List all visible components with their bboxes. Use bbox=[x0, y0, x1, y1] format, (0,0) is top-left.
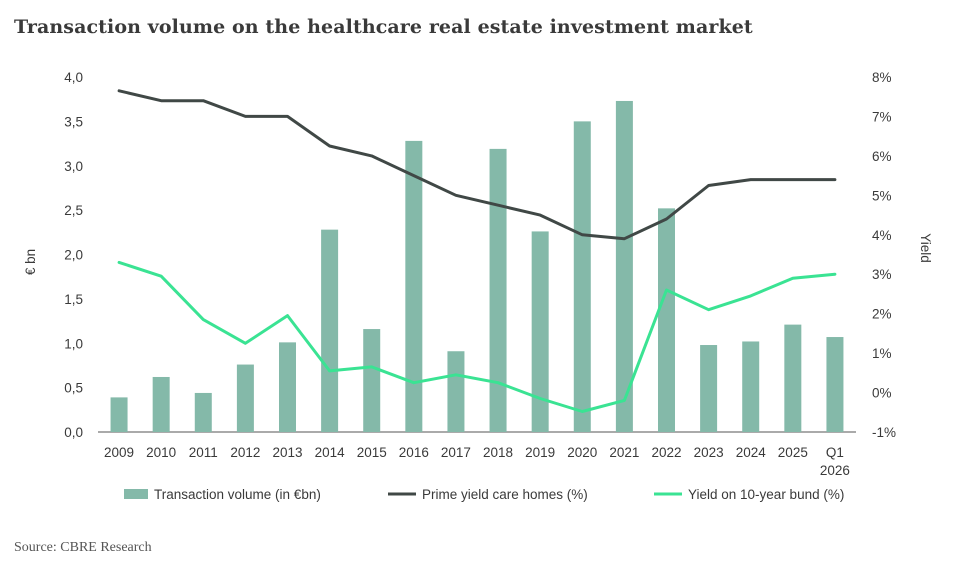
line-series bbox=[117, 89, 837, 413]
x-tick-label: 2024 bbox=[736, 445, 767, 460]
legend-label: Yield on 10-year bund (%) bbox=[688, 487, 844, 502]
left-tick-label: 0,5 bbox=[64, 381, 83, 396]
bar-Q1-2026 bbox=[826, 337, 844, 432]
x-tick-label: 2014 bbox=[315, 445, 346, 460]
bar-2018 bbox=[489, 148, 507, 432]
right-tick-label: 0% bbox=[872, 386, 892, 401]
left-tick-label: 0,0 bbox=[64, 425, 83, 440]
prime-yield-line bbox=[117, 89, 837, 241]
x-tick-label: 2019 bbox=[525, 445, 555, 460]
source-note: Source: CBRE Research bbox=[14, 540, 152, 555]
right-tick-label: 4% bbox=[872, 228, 892, 243]
left-tick-label: 3,5 bbox=[64, 114, 83, 129]
x-tick-label: 2011 bbox=[189, 445, 218, 460]
right-tick-label: 7% bbox=[872, 109, 892, 124]
bar-2015 bbox=[363, 329, 381, 432]
x-tick-label: 2023 bbox=[694, 445, 724, 460]
x-axis-ticks: 2009 2010 2011 2012 2013 2014 2015 2016 2017 2018… bbox=[104, 445, 850, 478]
legend: Transaction volume (in €bn) Prime yield c… bbox=[124, 487, 844, 502]
right-tick-label: 2% bbox=[872, 307, 892, 322]
x-tick-label: 2025 bbox=[778, 445, 808, 460]
bar-2011 bbox=[194, 392, 212, 432]
x-tick-label: 2021 bbox=[609, 445, 639, 460]
chart-title: Transaction volume on the healthcare rea… bbox=[14, 16, 753, 38]
left-tick-label: 2,5 bbox=[64, 203, 83, 218]
left-tick-label: 3,0 bbox=[64, 159, 83, 174]
left-tick-label: 1,5 bbox=[64, 292, 83, 307]
x-tick-label: 2016 bbox=[399, 445, 429, 460]
bar-2025 bbox=[784, 324, 802, 432]
bar-series bbox=[110, 100, 844, 433]
x-tick-label: 2017 bbox=[441, 445, 471, 460]
right-tick-label: 5% bbox=[872, 188, 892, 203]
x-tick-label: 2020 bbox=[567, 445, 597, 460]
bar-2010 bbox=[152, 376, 170, 432]
x-tick-label: 2013 bbox=[272, 445, 302, 460]
bar-2019 bbox=[531, 231, 549, 432]
left-axis-ticks: 0,0 0,5 1,0 1,5 2,0 2,5 3,0 3,5 4,0 bbox=[64, 70, 83, 440]
bar-2024 bbox=[742, 341, 760, 432]
bar-2014 bbox=[321, 229, 339, 432]
legend-label: Transaction volume (in €bn) bbox=[154, 487, 321, 502]
bar-2016 bbox=[405, 140, 423, 432]
legend-swatch-transaction-volume bbox=[124, 489, 148, 499]
right-tick-label: 6% bbox=[872, 149, 892, 164]
x-tick-label: 2015 bbox=[357, 445, 387, 460]
right-axis-ticks: -1% 0% 1% 2% 3% 4% 5% 6% 7% 8% bbox=[872, 70, 896, 440]
bar-2013 bbox=[279, 342, 296, 432]
y-axis-label-left: € bn bbox=[23, 249, 38, 275]
y-axis-label-right: Yield bbox=[918, 233, 933, 263]
left-tick-label: 2,0 bbox=[64, 248, 83, 263]
bar-2023 bbox=[700, 345, 718, 432]
x-tick-label: 2010 bbox=[146, 445, 176, 460]
bar-2009 bbox=[110, 397, 128, 432]
x-tick-label: 2026 bbox=[820, 463, 850, 478]
bar-2022 bbox=[658, 208, 675, 432]
bund-yield-line bbox=[117, 260, 837, 413]
legend-label: Prime yield care homes (%) bbox=[422, 487, 588, 502]
bar-2012 bbox=[236, 364, 254, 432]
right-tick-label: 3% bbox=[872, 267, 892, 282]
right-tick-label: 8% bbox=[872, 70, 892, 85]
left-tick-label: 4,0 bbox=[64, 70, 83, 85]
right-tick-label: -1% bbox=[872, 425, 896, 440]
bar-2020 bbox=[573, 121, 591, 432]
x-tick-label: Q1 bbox=[826, 445, 844, 460]
left-tick-label: 1,0 bbox=[64, 336, 83, 351]
bar-2017 bbox=[447, 351, 465, 432]
right-tick-label: 1% bbox=[872, 346, 892, 361]
x-tick-label: 2018 bbox=[483, 445, 513, 460]
x-tick-label: 2009 bbox=[104, 445, 134, 460]
x-tick-label: 2012 bbox=[230, 445, 260, 460]
x-tick-label: 2022 bbox=[651, 445, 681, 460]
bar-2021 bbox=[615, 100, 633, 433]
